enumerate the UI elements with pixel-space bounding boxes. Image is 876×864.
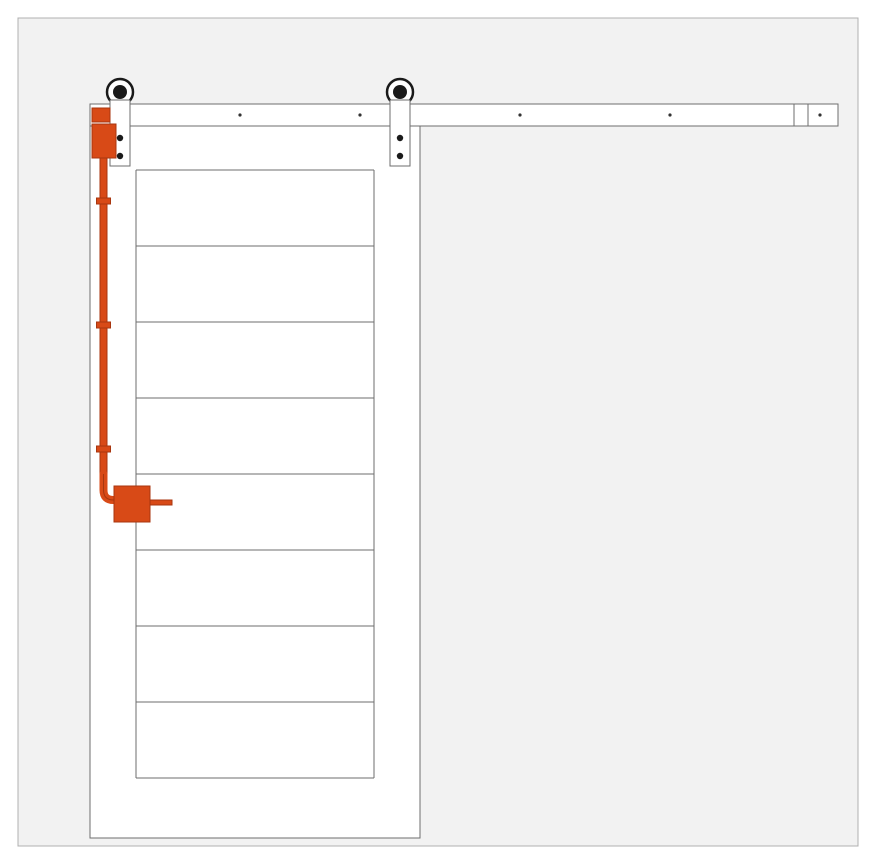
diagram-root bbox=[0, 0, 876, 864]
lock-rod-guide bbox=[97, 322, 111, 328]
hanger-wheel-hub bbox=[113, 85, 127, 99]
lock-rod bbox=[100, 158, 107, 474]
rail-mounting-hole bbox=[668, 113, 671, 116]
hanger-bolt bbox=[397, 153, 403, 159]
lock-top-bracket bbox=[92, 108, 110, 122]
track-rail bbox=[90, 104, 838, 126]
rail-mounting-hole bbox=[238, 113, 241, 116]
rail-mounting-hole bbox=[518, 113, 521, 116]
hanger-assembly bbox=[387, 79, 413, 166]
lock-body bbox=[114, 486, 150, 522]
rail-end-cap bbox=[794, 104, 808, 126]
door-slab bbox=[90, 118, 420, 838]
hanger-wheel-hub bbox=[393, 85, 407, 99]
lock-rod-guide bbox=[97, 198, 111, 204]
lock-rod-guide bbox=[97, 446, 111, 452]
barn-door-diagram bbox=[0, 0, 876, 864]
lock-upper-block bbox=[92, 124, 116, 158]
rail-mounting-hole bbox=[818, 113, 821, 116]
hanger-bolt bbox=[117, 153, 123, 159]
rail-mounting-hole bbox=[358, 113, 361, 116]
hanger-bolt bbox=[117, 135, 123, 141]
lock-bolt-tongue bbox=[150, 500, 172, 505]
hanger-bolt bbox=[397, 135, 403, 141]
